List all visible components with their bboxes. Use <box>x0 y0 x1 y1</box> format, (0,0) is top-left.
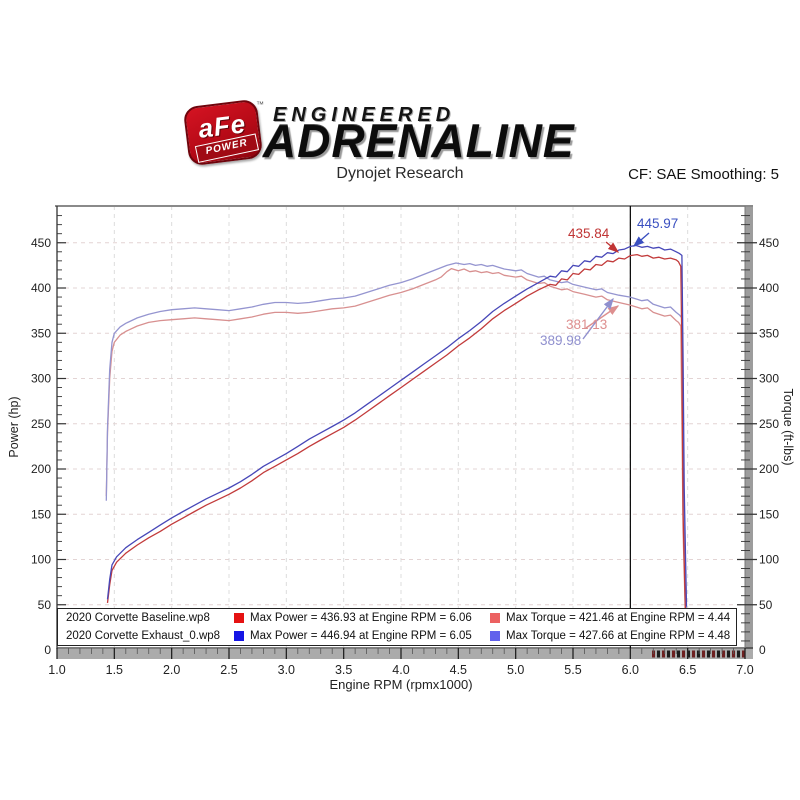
y-tick-label-left: 300 <box>31 372 51 386</box>
x-tick-label: 4.5 <box>450 663 467 677</box>
torque-color-swatch <box>490 631 500 641</box>
x-tick-label: 3.0 <box>278 663 295 677</box>
curve-power-exhaust <box>106 244 688 607</box>
legend-row-baseline: 2020 Corvette Baseline.wp8 Max Power = 4… <box>58 609 736 627</box>
trademark-symbol: ™ <box>256 100 264 109</box>
power-color-swatch <box>234 613 244 623</box>
y-tick-label-left: 100 <box>31 553 51 567</box>
band-fleck <box>707 650 710 658</box>
annotation-exhaust-power: 445.97 <box>637 216 679 231</box>
band-fleck <box>712 650 715 658</box>
annotation-exhaust-torque: 389.98 <box>540 333 582 348</box>
max-power-stat: Max Power = 436.93 at Engine RPM = 6.06 <box>250 612 472 624</box>
band-fleck <box>687 650 690 658</box>
left-axis-title: Power (hp) <box>7 396 21 457</box>
arrow-exhaust-power <box>632 232 650 247</box>
y-tick-label-right: 50 <box>759 598 773 612</box>
x-tick-label: 6.0 <box>622 663 639 677</box>
legend-row-exhaust: 2020 Corvette Exhaust_0.wp8 Max Power = … <box>58 627 736 645</box>
band-fleck <box>717 650 720 658</box>
y-tick-label-right: 200 <box>759 462 779 476</box>
dyno-curves <box>105 244 688 616</box>
arrow-exhaust-torque <box>582 297 614 340</box>
y-tick-label-left: 150 <box>31 507 51 521</box>
band-fleck <box>737 650 740 658</box>
band-fleck <box>662 650 665 658</box>
x-tick-label: 1.5 <box>106 663 123 677</box>
band-fleck <box>692 650 695 658</box>
curve-torque-baseline <box>105 267 687 616</box>
band-fleck <box>742 650 745 658</box>
brand-engineered: ENGINEERED <box>273 104 456 126</box>
annotation-baseline-power: 435.84 <box>568 226 610 241</box>
run-name: 2020 Corvette Baseline.wp8 <box>66 612 210 624</box>
band-fleck <box>727 650 730 658</box>
band-fleck <box>702 650 705 658</box>
band-fleck <box>657 650 660 658</box>
y-tick-label-right: 450 <box>759 236 779 250</box>
band-fleck <box>682 650 685 658</box>
band-fleck <box>722 650 725 658</box>
y-tick-label-right: 300 <box>759 372 779 386</box>
y-tick-label-left: 400 <box>31 281 51 295</box>
y-zero-label-right: 0 <box>759 643 766 657</box>
band-fleck <box>672 650 675 658</box>
band-fleck <box>667 650 670 658</box>
max-power-stat: Max Power = 446.94 at Engine RPM = 6.05 <box>250 630 472 642</box>
y-tick-label-left: 250 <box>31 417 51 431</box>
band-fleck <box>677 650 680 658</box>
y-tick-label-right: 150 <box>759 507 779 521</box>
band-fleck <box>697 650 700 658</box>
chart-legend: 2020 Corvette Baseline.wp8 Max Power = 4… <box>57 608 737 646</box>
x-tick-label: 3.5 <box>335 663 352 677</box>
y-tick-label-right: 250 <box>759 417 779 431</box>
y-tick-label-left: 350 <box>31 326 51 340</box>
y-tick-label-left: 200 <box>31 462 51 476</box>
x-tick-label: 2.5 <box>220 663 237 677</box>
smoothing-setting: CF: SAE Smoothing: 5 <box>628 166 779 183</box>
gridlines <box>57 206 745 648</box>
power-color-swatch <box>234 631 244 641</box>
band-data-flecks <box>652 650 745 658</box>
x-tick-label: 1.0 <box>48 663 65 677</box>
dyno-software-title: Dynojet Research <box>336 165 464 182</box>
x-axis-title: Engine RPM (rpmx1000) <box>329 677 472 692</box>
x-tick-label: 5.0 <box>507 663 524 677</box>
annotation-baseline-torque: 381.13 <box>566 317 608 332</box>
arrow-baseline-torque <box>585 305 620 329</box>
max-torque-stat: Max Torque = 427.66 at Engine RPM = 4.48 <box>506 630 731 642</box>
axis-tick-labels: 50 50 100 100 150 150 200 200 250 250 300 300 350 350… <box>31 236 779 677</box>
right-axis-title: Torque (ft-lbs) <box>781 388 795 465</box>
y-tick-label-left: 450 <box>31 236 51 250</box>
y-tick-label-right: 400 <box>759 281 779 295</box>
y-tick-label-left: 50 <box>38 598 52 612</box>
max-torque-stat: Max Torque = 421.46 at Engine RPM = 4.44 <box>506 612 731 624</box>
axis-ticks <box>56 215 757 659</box>
x-tick-label: 5.5 <box>564 663 581 677</box>
x-tick-label: 4.0 <box>392 663 409 677</box>
torque-color-swatch <box>490 613 500 623</box>
x-tick-label: 2.0 <box>163 663 180 677</box>
curve-power-baseline <box>106 253 687 613</box>
y-tick-label-right: 100 <box>759 553 779 567</box>
x-tick-label: 7.0 <box>736 663 753 677</box>
y-tick-label-right: 350 <box>759 326 779 340</box>
curve-torque-exhaust <box>105 262 688 613</box>
arrow-baseline-power <box>605 241 620 253</box>
bottom-axis-band[interactable] <box>57 649 753 659</box>
run-name: 2020 Corvette Exhaust_0.wp8 <box>66 630 221 642</box>
y-zero-label-left: 0 <box>44 643 51 657</box>
brand-adrenaline: ADRENALINE <box>263 115 575 167</box>
x-tick-label: 6.5 <box>679 663 696 677</box>
